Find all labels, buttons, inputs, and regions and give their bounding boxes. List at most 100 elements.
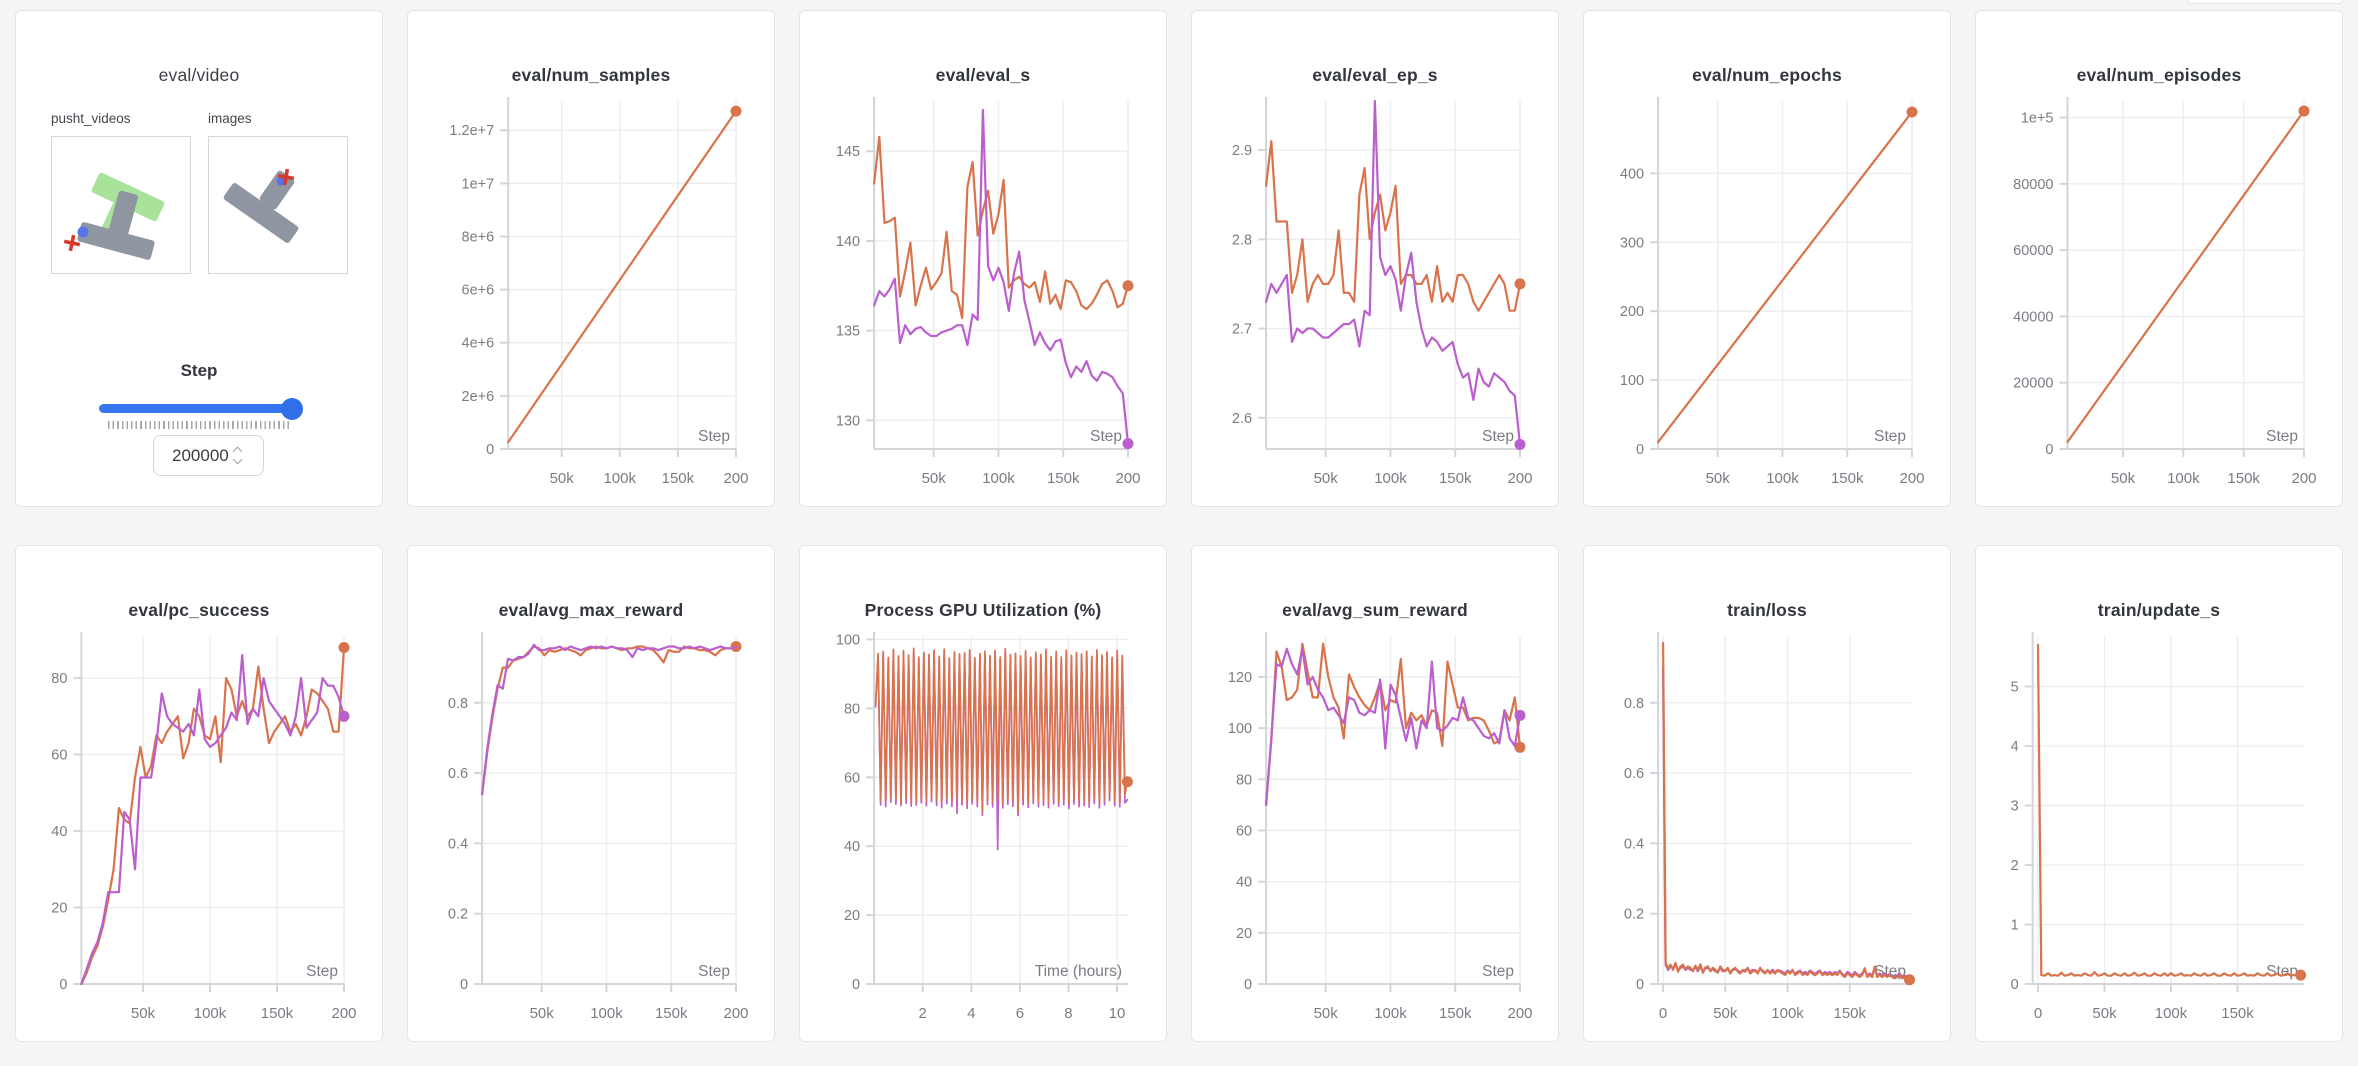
series-line-purple bbox=[1264, 99, 1522, 446]
axis-tick-label: 2.9 bbox=[1232, 143, 1252, 159]
axis-tick-label: 20 bbox=[51, 901, 67, 917]
series-endpoint-dot bbox=[1514, 709, 1526, 721]
axis-tick-label: 100k bbox=[1374, 1005, 1407, 1022]
axis-tick-label: 60 bbox=[1236, 823, 1252, 839]
axis-tick-label: 50k bbox=[922, 470, 947, 487]
chart-title: eval/pc_success bbox=[128, 600, 270, 620]
chart-canvas-process-gpu-utilization[interactable]: 0 20 40 60 80 100 2 4 6 8 10 Time (hours) bbox=[800, 546, 1168, 1043]
series-endpoint-dot bbox=[730, 105, 742, 117]
chart-canvas-train-update-s[interactable]: 0 1 2 3 4 5 0 50k 100k 150k Step bbox=[1976, 546, 2344, 1043]
axis-tick-label: 80000 bbox=[2013, 177, 2053, 193]
axis-tick-label: 0.4 bbox=[1624, 836, 1644, 852]
chart-canvas-eval-num-episodes[interactable]: 0 20000 40000 60000 80000 1e+5 50k 100k 150k 200 S… bbox=[1976, 11, 2344, 508]
axis-tick-label: 2 bbox=[919, 1005, 927, 1022]
axis-tick-label: 2.7 bbox=[1232, 322, 1252, 338]
axis-tick-label: 60 bbox=[844, 770, 860, 786]
axis-tick-label: 200 bbox=[331, 1005, 356, 1022]
media-thumbnail-images[interactable] bbox=[208, 136, 348, 274]
series-endpoint-dot bbox=[2295, 969, 2307, 981]
axis-tick-label: 20 bbox=[844, 908, 860, 924]
series-line-orange bbox=[872, 135, 1130, 320]
series-line-orange bbox=[1656, 110, 1914, 444]
panel-eval-avg-max-reward: eval/avg_max_reward 0 0.2 0.4 0.6 0.8 50k 100k… bbox=[407, 545, 775, 1042]
axis-tick-label: 60 bbox=[51, 748, 67, 764]
chart-title: eval/num_epochs bbox=[1692, 65, 1842, 85]
axis-tick-label: 40 bbox=[844, 839, 860, 855]
axis-tick-label: 200 bbox=[1507, 1005, 1532, 1022]
x-axis-label: Step bbox=[2266, 963, 2298, 980]
image-frame bbox=[223, 168, 299, 243]
series-endpoint-dot bbox=[1122, 280, 1134, 292]
x-axis-label: Time (hours) bbox=[1035, 963, 1122, 980]
series-endpoint-dot bbox=[1906, 106, 1918, 118]
x-axis-label: Step bbox=[1482, 428, 1514, 445]
series-endpoint-dot bbox=[1122, 438, 1134, 450]
media-key-label: pusht_videos bbox=[51, 111, 131, 126]
axis-tick-label: 0.6 bbox=[1624, 766, 1644, 782]
series-line-orange bbox=[80, 646, 346, 986]
chart-canvas-eval-pc-success[interactable]: 0 20 40 60 80 50k 100k 150k 200 Step bbox=[16, 546, 384, 1043]
axis-tick-label: 0 bbox=[59, 977, 67, 993]
axis-tick-label: 0 bbox=[2045, 442, 2053, 458]
step-decrement-icon[interactable] bbox=[232, 454, 243, 465]
panel-eval-num-episodes: eval/num_episodes 0 20000 40000 60000 80000 1… bbox=[1975, 10, 2343, 507]
axis-tick-label: 200 bbox=[1899, 470, 1924, 487]
panel-eval-eval-s: eval/eval_s 130 135 140 145 50k 100k 150k 200 St… bbox=[799, 10, 1167, 507]
panel-grid: eval/video pusht_videos images bbox=[15, 10, 2343, 1042]
axis-tick-label: 150k bbox=[261, 1005, 294, 1022]
x-axis-label: Step bbox=[1874, 428, 1906, 445]
panel-eval-pc-success: eval/pc_success 0 20 40 60 80 50k 100k 150k 200 S… bbox=[15, 545, 383, 1042]
series-line-orange bbox=[507, 109, 738, 444]
axis-tick-label: 150k bbox=[655, 1005, 688, 1022]
axis-tick-label: 10 bbox=[1109, 1005, 1126, 1022]
media-thumbnail-pusht-videos[interactable] bbox=[51, 136, 191, 274]
axis-tick-label: 50k bbox=[1314, 470, 1339, 487]
series-line-purple bbox=[80, 653, 346, 986]
chart-title: train/loss bbox=[1727, 600, 1807, 620]
chart-canvas-eval-eval-ep-s[interactable]: 2.6 2.7 2.8 2.9 50k 100k 150k 200 Step bbox=[1192, 11, 1560, 508]
axis-tick-label: 50k bbox=[1314, 1005, 1339, 1022]
chart-title: eval/avg_max_reward bbox=[498, 600, 684, 620]
step-slider-handle[interactable] bbox=[281, 398, 303, 420]
axis-tick-label: 0 bbox=[1244, 977, 1252, 993]
chart-canvas-eval-num-samples[interactable]: 0 2e+6 4e+6 6e+6 8e+6 1e+7 1.2e+7 50k 100k 150k 20… bbox=[408, 11, 776, 508]
axis-tick-label: 200 bbox=[1115, 470, 1140, 487]
partial-panel-edge bbox=[2187, 0, 2343, 4]
axis-tick-label: 2.6 bbox=[1232, 411, 1252, 427]
panel-eval-eval-ep-s: eval/eval_ep_s 2.6 2.7 2.8 2.9 50k 100k 150k 20… bbox=[1191, 10, 1559, 507]
axis-tick-label: 0 bbox=[1636, 977, 1644, 993]
chart-canvas-eval-eval-s[interactable]: 130 135 140 145 50k 100k 150k 200 Step bbox=[800, 11, 1168, 508]
series-endpoint-dot bbox=[338, 641, 350, 653]
chart-title: eval/avg_sum_reward bbox=[1282, 600, 1468, 620]
x-axis-label: Step bbox=[1482, 963, 1514, 980]
series-line-orange bbox=[2066, 109, 2306, 444]
step-number-input[interactable] bbox=[154, 445, 232, 466]
panel-title: eval/video bbox=[158, 65, 240, 85]
step-number-box bbox=[153, 435, 264, 476]
axis-tick-label: 4 bbox=[967, 1005, 975, 1022]
chart-canvas-eval-avg-max-reward[interactable]: 0 0.2 0.4 0.6 0.8 50k 100k 150k 200 Step bbox=[408, 546, 776, 1043]
goal-cross bbox=[63, 234, 81, 252]
axis-tick-label: 150k bbox=[2227, 470, 2260, 487]
axis-tick-label: 100k bbox=[590, 1005, 623, 1022]
axis-tick-label: 100k bbox=[604, 470, 637, 487]
axis-tick-label: 80 bbox=[51, 671, 67, 687]
series-line-orange bbox=[1661, 641, 1911, 981]
axis-tick-label: 80 bbox=[844, 701, 860, 717]
series-line-orange bbox=[1264, 140, 1522, 312]
axis-tick-label: 100k bbox=[1766, 470, 1799, 487]
chart-canvas-eval-num-epochs[interactable]: 0 100 200 300 400 50k 100k 150k 200 Step bbox=[1584, 11, 1952, 508]
step-slider-track[interactable] bbox=[99, 404, 301, 413]
series-endpoint-dot bbox=[1514, 741, 1526, 753]
axis-tick-label: 40 bbox=[51, 824, 67, 840]
series-endpoint-dot bbox=[2298, 105, 2310, 117]
axis-tick-label: 0.8 bbox=[1624, 696, 1644, 712]
axis-tick-label: 4e+6 bbox=[462, 336, 495, 352]
axis-tick-label: 140 bbox=[836, 234, 860, 250]
axis-tick-label: 50k bbox=[2092, 1005, 2117, 1022]
axis-tick-label: 8 bbox=[1064, 1005, 1072, 1022]
chart-canvas-eval-avg-sum-reward[interactable]: 0 20 40 60 80 100 120 50k 100k 150k 200 Step bbox=[1192, 546, 1560, 1043]
axis-tick-label: 150k bbox=[1834, 1005, 1867, 1022]
axis-tick-label: 0.2 bbox=[448, 907, 468, 923]
